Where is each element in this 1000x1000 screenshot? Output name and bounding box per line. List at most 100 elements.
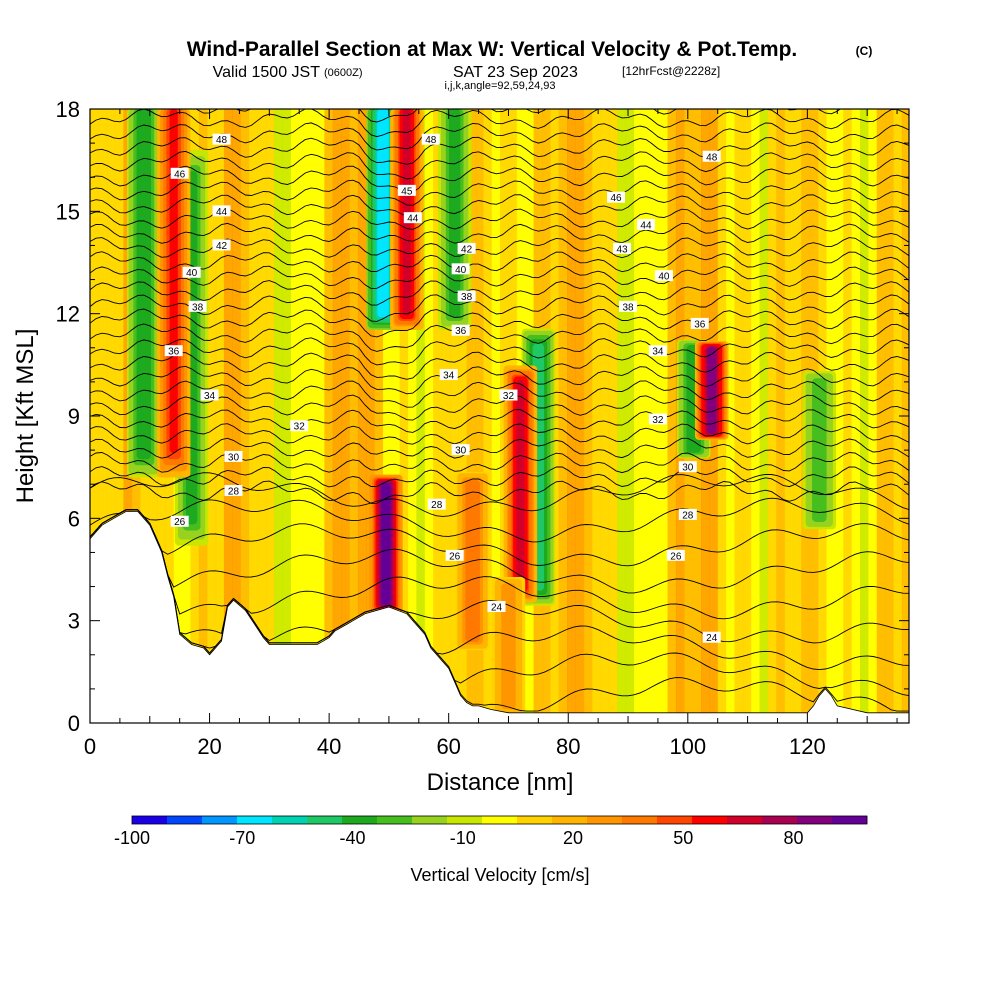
velocity-band bbox=[592, 109, 602, 723]
contour-label: 43 bbox=[616, 244, 628, 255]
colorbar-segment bbox=[622, 816, 658, 824]
colorbar-segment bbox=[412, 816, 448, 824]
contour-label-bg bbox=[648, 413, 667, 425]
velocity-band bbox=[876, 109, 886, 723]
colorbar-segment bbox=[167, 816, 203, 824]
colorbar-tick-label: 50 bbox=[673, 828, 693, 848]
theta-contour bbox=[90, 265, 909, 289]
contour-label: 34 bbox=[652, 347, 664, 358]
theta-contour bbox=[90, 409, 909, 433]
contour-label-bg bbox=[451, 444, 470, 456]
plot-area: 48 48 48 46 45 46 44 44 44 42 42 43 40 40 40 38 38 38 36 36… bbox=[90, 109, 909, 723]
y-tick-label: 6 bbox=[68, 506, 80, 531]
velocity-band bbox=[608, 109, 618, 723]
theta-contour bbox=[90, 150, 909, 180]
velocity-band bbox=[332, 109, 342, 723]
contour-label-bg bbox=[451, 324, 470, 336]
velocity-band bbox=[106, 109, 116, 723]
contour-label: 36 bbox=[168, 347, 180, 358]
velocity-band bbox=[391, 109, 401, 723]
colorbar-segment bbox=[552, 816, 588, 824]
subtitle-valid-time: Valid 1500 JST bbox=[213, 64, 321, 81]
contour-label-bg bbox=[403, 212, 422, 224]
velocity-band bbox=[223, 109, 233, 723]
velocity-band bbox=[893, 109, 903, 723]
velocity-band bbox=[416, 109, 426, 723]
theta-contour bbox=[90, 136, 909, 165]
contour-label-bg bbox=[678, 508, 697, 520]
contour-label-bg bbox=[666, 549, 685, 561]
colorbar-segment bbox=[832, 816, 868, 824]
colorbar-segment bbox=[727, 816, 763, 824]
x-tick-label: 20 bbox=[197, 734, 221, 759]
contour-label-bg bbox=[702, 631, 721, 643]
contour-label: 26 bbox=[449, 551, 461, 562]
contour-label-bg bbox=[427, 498, 446, 510]
velocity-band bbox=[466, 109, 476, 723]
y-tick-label: 3 bbox=[68, 609, 80, 634]
contour-label: 34 bbox=[204, 391, 216, 402]
contour-label: 40 bbox=[186, 268, 198, 279]
contour-label-bg bbox=[654, 270, 673, 282]
velocity-band bbox=[274, 109, 284, 723]
colorbar-segment bbox=[342, 816, 378, 824]
velocity-band bbox=[399, 109, 409, 723]
contour-label-bg bbox=[439, 369, 458, 381]
colorbar-segment bbox=[202, 816, 238, 824]
velocity-band bbox=[567, 109, 577, 723]
contour-label-bg bbox=[170, 167, 189, 179]
velocity-band bbox=[851, 109, 861, 723]
velocity-band bbox=[642, 109, 652, 723]
contour-label: 38 bbox=[192, 302, 204, 313]
colorbar-label: Vertical Velocity [cm/s] bbox=[410, 865, 589, 885]
colorbar-segment bbox=[762, 816, 798, 824]
contour-labels: 48 48 48 46 45 46 44 44 44 42 42 43 40 40 40 38 38 38 36 36… bbox=[164, 133, 721, 644]
velocity-band bbox=[558, 109, 568, 723]
contour-label-bg bbox=[397, 184, 416, 196]
contour-label-bg bbox=[421, 133, 440, 145]
colorbar-segment bbox=[657, 816, 693, 824]
velocity-band bbox=[617, 109, 627, 723]
contour-label: 24 bbox=[706, 633, 718, 644]
contour-label: 42 bbox=[216, 241, 228, 252]
y-tick-label: 15 bbox=[56, 199, 80, 224]
velocity-band bbox=[374, 109, 384, 723]
subtitle-indices: i,j,k,angle=92,59,24,93 bbox=[444, 80, 555, 92]
colorbar-segment bbox=[447, 816, 483, 824]
velocity-band bbox=[424, 109, 434, 723]
terrain-mask bbox=[90, 511, 909, 723]
colorbar-segment bbox=[482, 816, 518, 824]
contour-label: 45 bbox=[401, 186, 413, 197]
velocity-band bbox=[483, 109, 493, 723]
colorbar-segment bbox=[272, 816, 308, 824]
theta-contour bbox=[90, 380, 909, 408]
updraft-core bbox=[707, 347, 716, 434]
contour-label-bg bbox=[200, 389, 219, 401]
contour-label: 28 bbox=[682, 510, 694, 521]
theta-contour bbox=[90, 251, 909, 273]
theta-contour bbox=[90, 472, 909, 517]
velocity-band bbox=[625, 109, 635, 723]
contour-label: 26 bbox=[174, 517, 186, 528]
contour-label: 32 bbox=[652, 415, 664, 426]
velocity-band bbox=[207, 109, 217, 723]
velocity-band bbox=[742, 109, 752, 723]
contour-label-bg bbox=[212, 133, 231, 145]
velocity-band bbox=[583, 109, 593, 723]
contour-label-bg bbox=[648, 345, 667, 357]
velocity-band bbox=[315, 109, 325, 723]
y-axis-label: Height [Kft MSL] bbox=[12, 329, 39, 504]
contour-label-bg bbox=[170, 515, 189, 527]
contour-label: 44 bbox=[216, 207, 228, 218]
contour-label-bg bbox=[487, 601, 506, 613]
velocity-band bbox=[341, 109, 351, 723]
contour-label-bg bbox=[188, 300, 207, 312]
contour-label: 24 bbox=[491, 603, 503, 614]
velocity-band bbox=[215, 109, 225, 723]
y-tick-label: 9 bbox=[68, 404, 80, 429]
contour-label-bg bbox=[636, 218, 655, 230]
contour-label: 44 bbox=[640, 220, 652, 231]
updraft-core bbox=[504, 585, 513, 708]
